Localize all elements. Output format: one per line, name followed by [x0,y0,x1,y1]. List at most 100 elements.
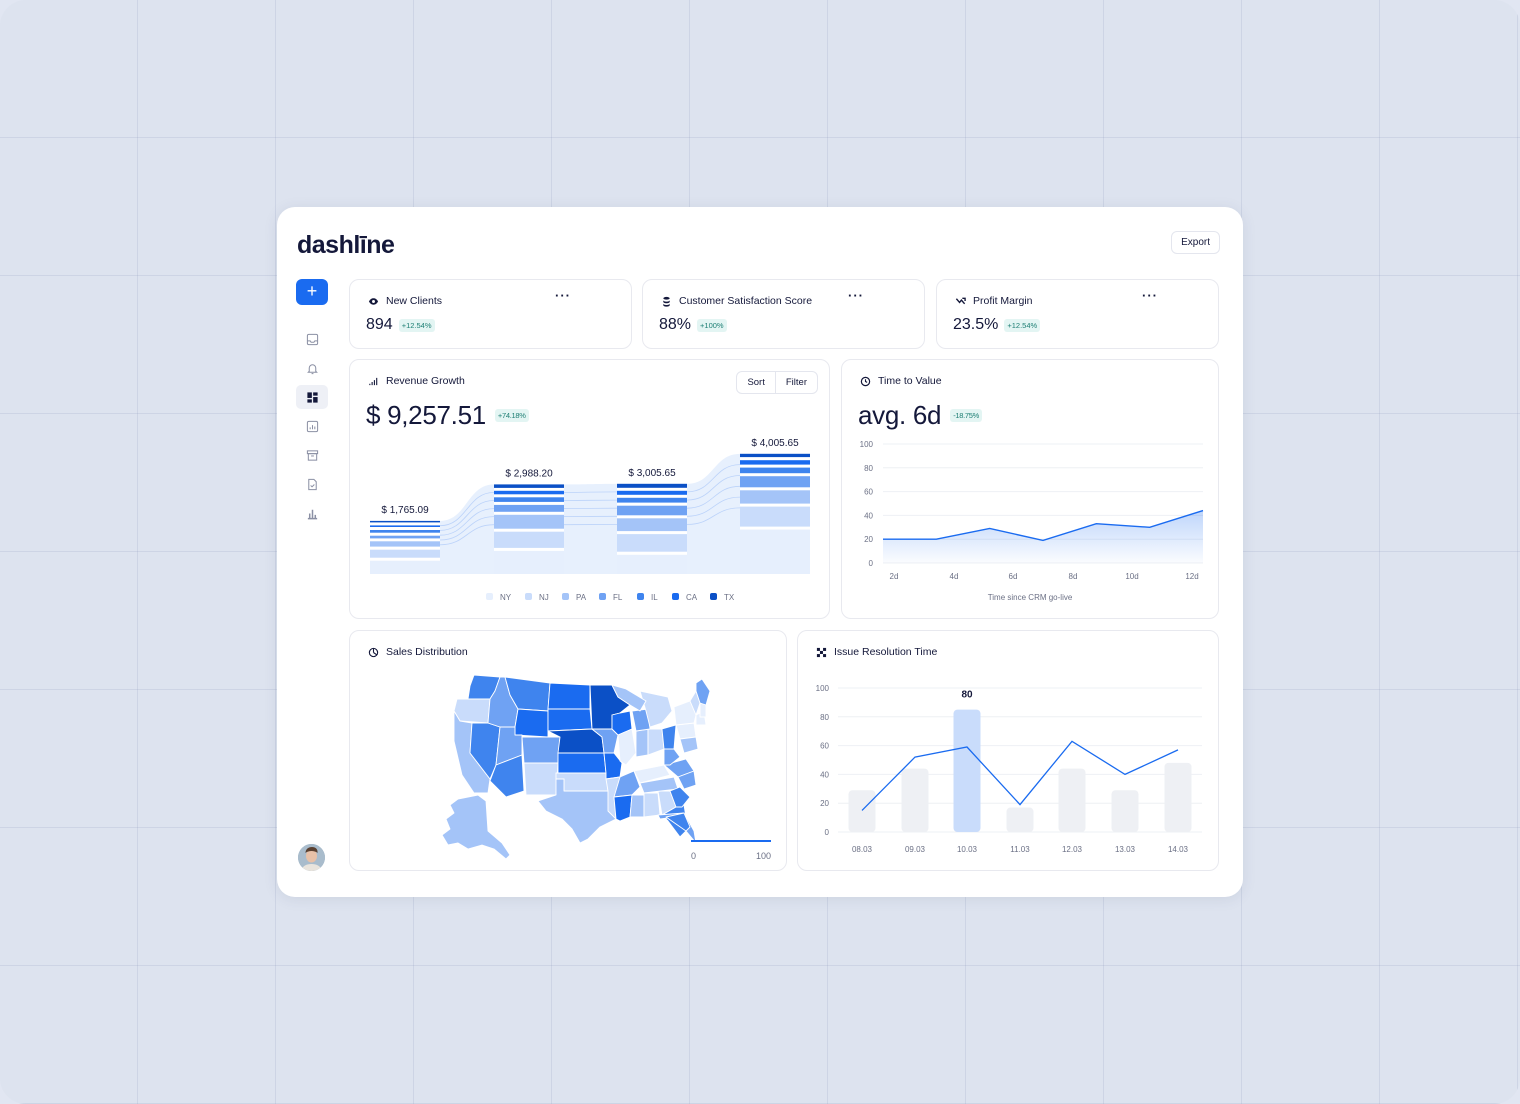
map-state [677,770,697,790]
map-state [643,792,661,818]
legend-swatch [525,593,532,600]
x-tick-label: 08.03 [852,845,873,854]
bar-segment [740,476,810,488]
bar [1058,768,1086,832]
map-state [617,728,637,766]
map-state-alaska [441,794,511,860]
card-title: Time to Value [878,375,942,387]
dashboard-window: dashlīne Export + New Clients ··· 894 [277,207,1243,897]
bar-segment [494,504,564,512]
flow-line [439,508,495,536]
bar-segment [370,525,440,527]
y-tick-label: 60 [820,742,829,751]
legend-swatch [672,593,679,600]
revenue-growth-card: Revenue Growth Sort Filter $ 9,257.51 +74… [349,359,830,619]
issue-resolution-card: Issue Resolution Time 0 20 40 60 80 100 80 08.0… [797,630,1219,871]
bar-segment [617,505,687,516]
more-options-icon[interactable]: ··· [555,288,571,303]
ttv-value: avg. 6d [858,400,942,430]
bar-segment [617,483,687,488]
bar-segment [494,550,564,574]
bar [1164,762,1192,832]
legend-label: CA [686,593,698,602]
bar-segment [494,531,564,548]
bar-segment [617,497,687,503]
bell-icon[interactable] [296,356,328,380]
change-badge: +12.54% [398,318,435,332]
dashboard-icon[interactable] [296,385,328,409]
map-state [673,700,697,726]
bar-segment [617,554,687,574]
x-tick-label: 13.03 [1115,845,1136,854]
bar [848,790,876,832]
map-state [635,728,649,758]
map-state [521,736,561,764]
bar-segment [370,560,440,574]
flow-ribbon [687,453,740,574]
area-line [883,509,1204,542]
y-tick-label: 80 [864,464,873,473]
y-tick-label: 0 [825,828,830,837]
inbox-icon[interactable] [296,327,328,351]
map-state [547,708,593,732]
map-state [661,724,677,750]
card-title: Issue Resolution Time [834,646,938,658]
map-state [453,698,491,724]
revenue-value: $ 9,257.51 [366,400,486,430]
report-icon[interactable] [296,414,328,438]
us-map: 0 100 [441,674,771,861]
export-button[interactable]: Export [1171,231,1220,254]
x-tick-label: 10d [1125,572,1138,581]
legend-swatch [710,593,717,600]
x-axis-label: Time since CRM go-live [988,593,1073,602]
bar-segment [740,490,810,504]
map-state [547,682,591,710]
filter-button[interactable]: Filter [774,372,817,393]
bar-segment [370,549,440,558]
y-tick-label: 20 [864,535,873,544]
bar [953,709,981,832]
legend-label: NJ [539,593,549,602]
more-options-icon[interactable]: ··· [848,288,864,303]
grid-pattern-icon [815,646,827,658]
change-badge: +12.54% [1004,318,1041,332]
sort-button[interactable]: Sort [747,377,765,388]
user-avatar[interactable] [298,844,325,871]
revenue-chart: $ 1,765.09 $ 2,988.20 $ 3,005.65 $ 4,005.65… [370,438,810,602]
document-check-icon[interactable] [296,472,328,496]
bar [1006,807,1034,832]
card-title: Revenue Growth [386,375,465,387]
legend-swatch [486,593,493,600]
flow-ribbon [440,484,494,574]
map-state [647,728,665,756]
y-tick-label: 60 [864,488,873,497]
legend-label: TX [724,593,735,602]
trend-icon [954,295,966,307]
area-fill [883,510,1203,563]
clock-icon [859,375,871,387]
kpi-card-satisfaction: Customer Satisfaction Score ··· 88% +100% [642,279,925,349]
bar-segment [617,490,687,495]
sales-distribution-card: Sales Distribution [349,630,787,871]
y-tick-label: 40 [864,511,873,520]
y-tick-label: 40 [820,770,829,779]
kpi-value: 894 [366,316,393,333]
x-tick-label: 09.03 [905,845,926,854]
bar-segment [494,497,564,502]
more-options-icon[interactable]: ··· [1142,288,1158,303]
bar-total-label: $ 1,765.09 [381,505,429,516]
bar-chart-icon[interactable] [296,501,328,525]
x-tick-label: 14.03 [1168,845,1189,854]
map-state [611,684,647,712]
change-badge: -18.75% [950,409,983,422]
trend-line [861,740,1179,811]
bar-value-label: 80 [961,690,973,701]
archive-icon[interactable] [296,443,328,467]
map-state [663,748,681,766]
legend-label: NY [500,593,512,602]
x-tick-label: 8d [1069,572,1078,581]
add-button[interactable]: + [296,279,328,305]
flow-line [686,507,741,525]
bar-segment [370,520,440,523]
map-state [695,678,711,706]
